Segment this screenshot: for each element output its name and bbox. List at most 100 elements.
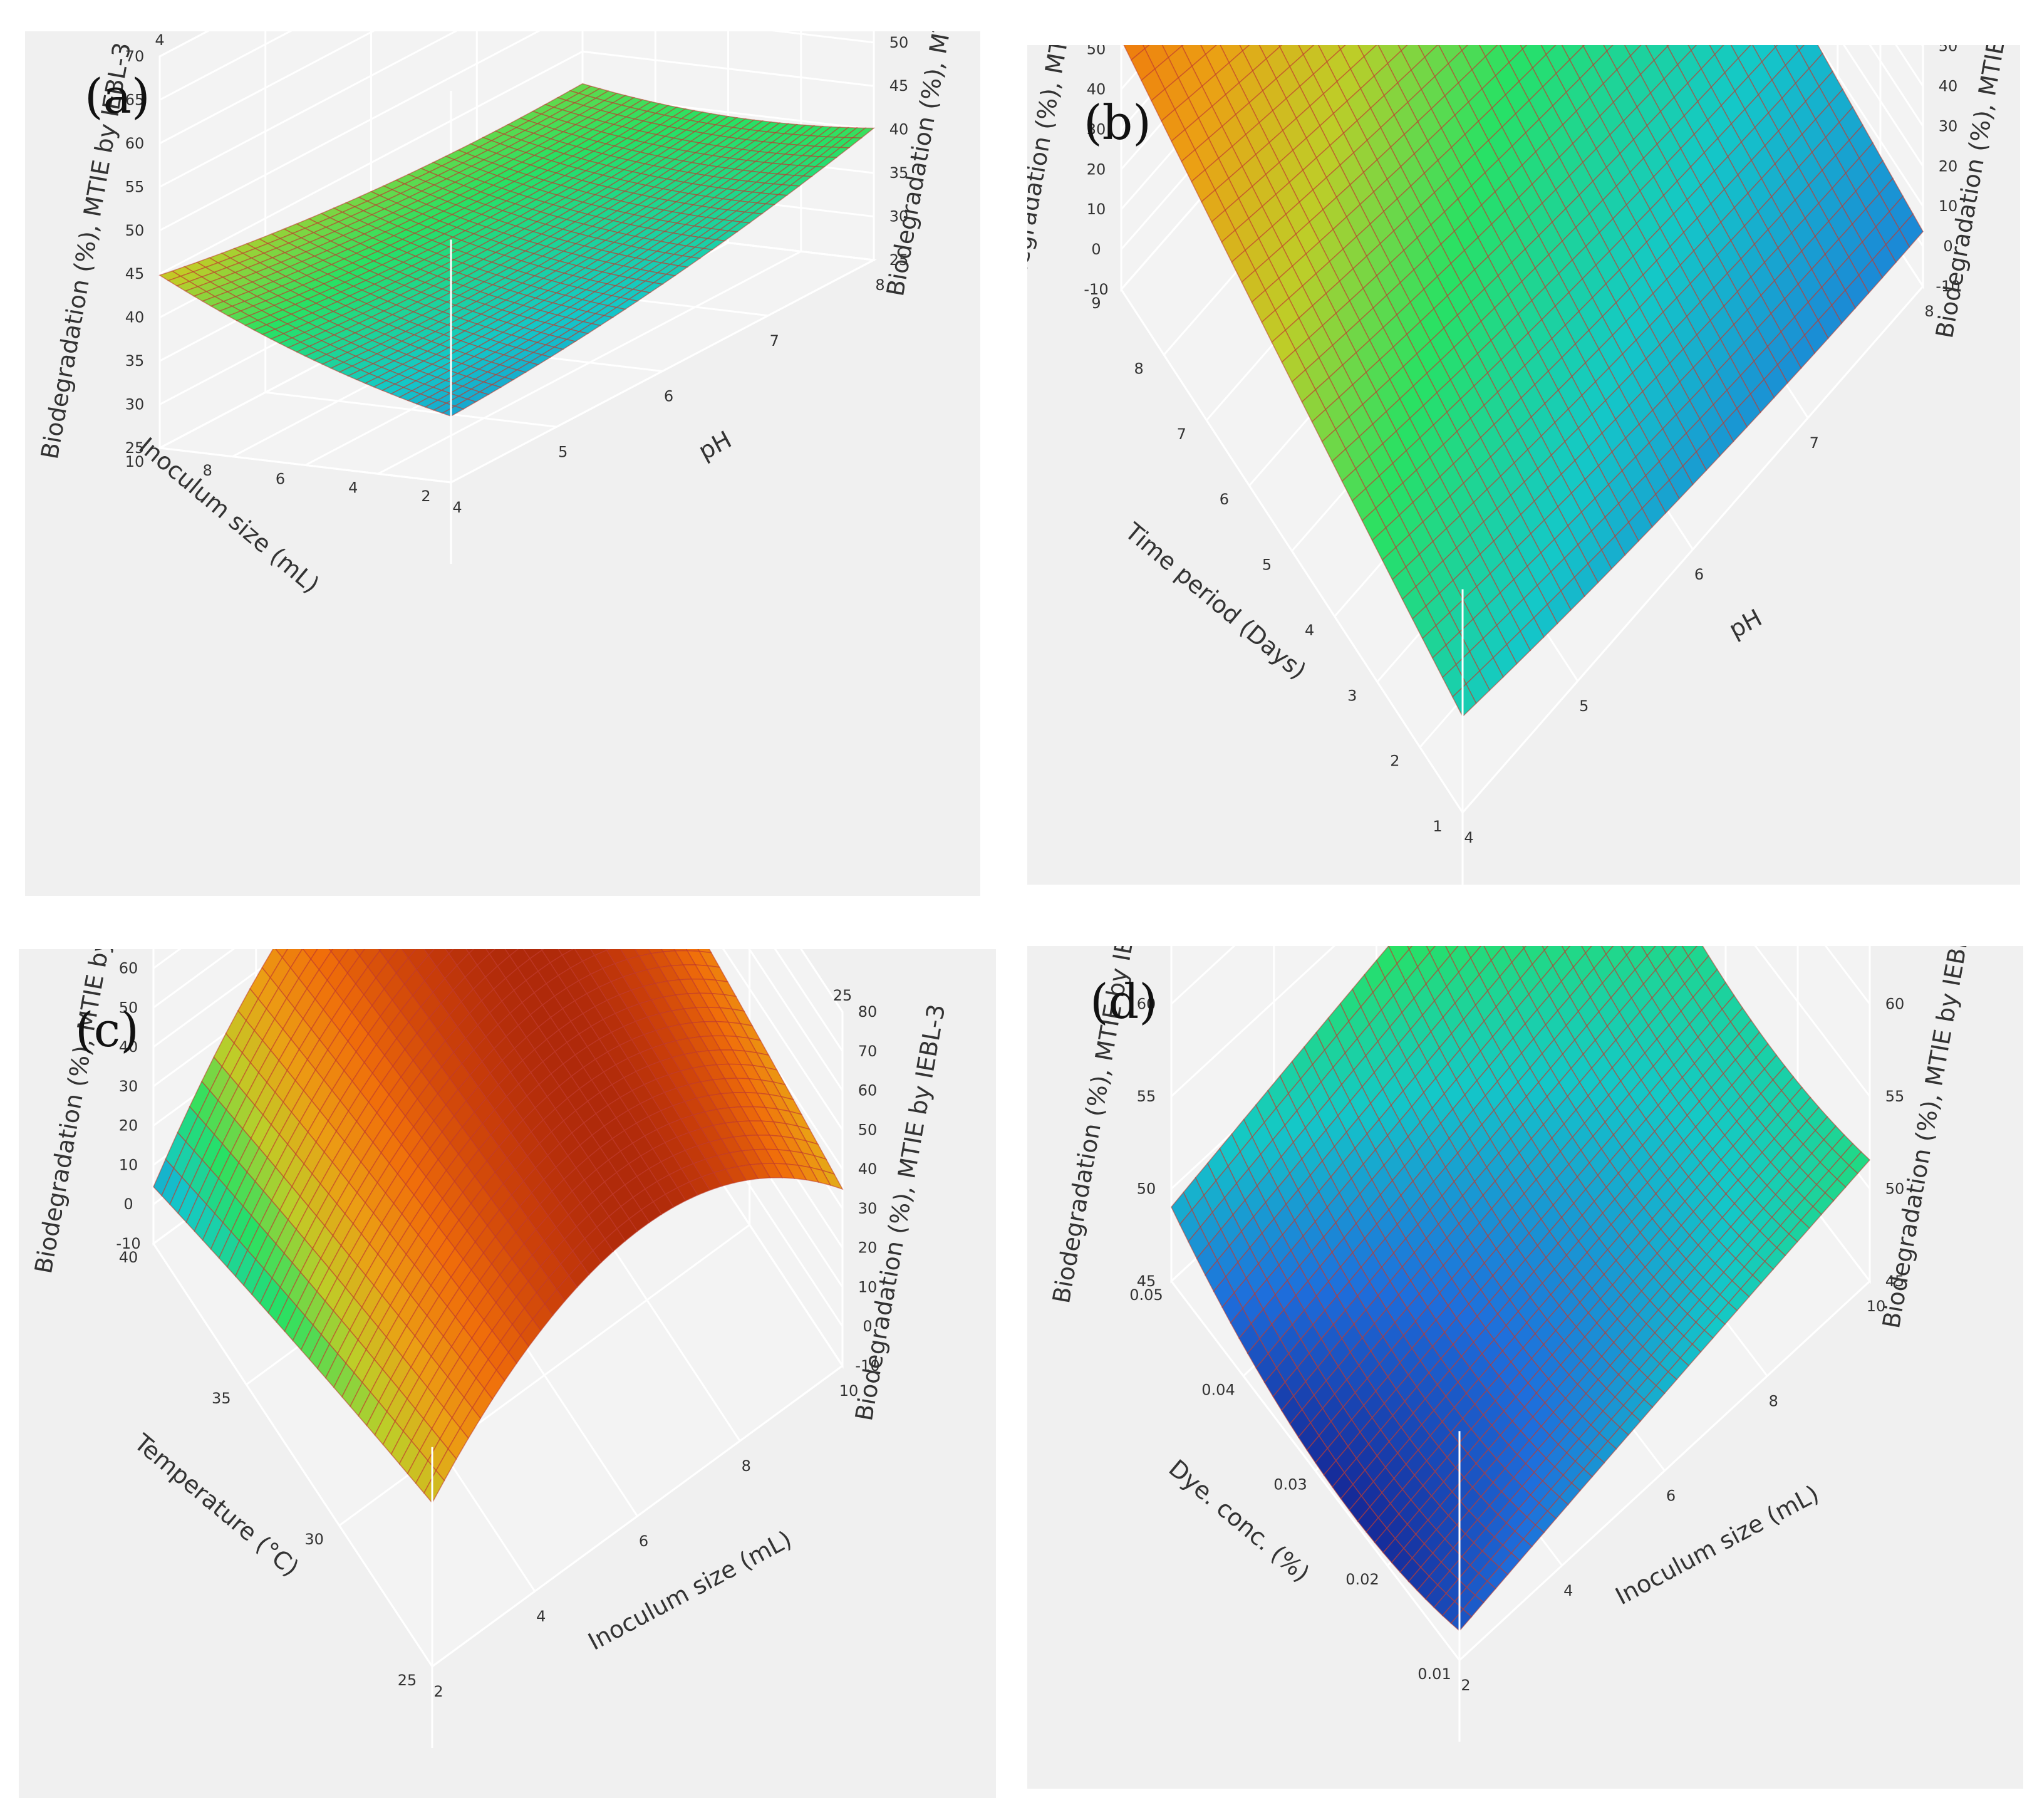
x-tick-label: 6 xyxy=(1694,566,1704,583)
z-tick-label-left: 60 xyxy=(125,135,145,152)
response-surface-b xyxy=(1123,45,1924,717)
y-tick-label: 6 xyxy=(1220,491,1229,508)
y-tick-label: 1 xyxy=(1433,818,1442,835)
x-tick-label: 8 xyxy=(1769,1392,1778,1410)
z-tick-label-left: -10 xyxy=(116,1235,140,1252)
x-tick-label: 10 xyxy=(1867,1297,1886,1315)
y-tick-label: 30 xyxy=(304,1531,324,1548)
y-tick-label: 40 xyxy=(119,1249,138,1266)
z-tick-label-right: 45 xyxy=(889,77,909,95)
x-tick-label: 6 xyxy=(1666,1487,1676,1505)
y-tick-label: 2 xyxy=(421,487,430,505)
chart-panel-b: 4455667788112233445566778899-10-10001010… xyxy=(1027,45,2020,885)
z-tick-label-left: 55 xyxy=(1137,1088,1156,1105)
z-tick-label-left: 10 xyxy=(1087,200,1106,218)
y-tick-label: 4 xyxy=(1305,621,1314,639)
z-axis-title-left: Biodegradation (%), MTIE by IEBL-3 xyxy=(29,949,130,1276)
y-tick-label-top: 25 xyxy=(833,987,853,1004)
x-tick-label: 8 xyxy=(875,276,884,294)
y-tick-label: 0.01 xyxy=(1418,1665,1451,1683)
response-surface-a xyxy=(158,83,876,417)
z-tick-label-right: 50 xyxy=(889,34,909,51)
z-tick-label-right: 40 xyxy=(889,121,909,138)
x-tick-label: 4 xyxy=(1563,1582,1573,1599)
y-tick-label: 8 xyxy=(1134,360,1143,377)
z-tick-label-left: 65 xyxy=(125,91,145,108)
z-tick-label-right: 0 xyxy=(863,1318,872,1335)
z-tick-label-right: -10 xyxy=(1936,278,1960,295)
z-tick-label-right: 35 xyxy=(889,164,909,182)
z-tick-label-left: 50 xyxy=(1087,45,1106,58)
z-tick-label-left: 55 xyxy=(125,178,145,195)
x-tick-label: 10 xyxy=(839,1382,859,1400)
z-tick-label-right: 55 xyxy=(1885,1088,1905,1105)
z-tick-label-left: 20 xyxy=(119,1117,138,1135)
y-tick-label: 35 xyxy=(212,1390,231,1407)
z-tick-label-right: 60 xyxy=(1885,996,1905,1013)
x-tick-label: 8 xyxy=(1924,303,1934,320)
z-tick-label-left: 35 xyxy=(125,352,145,370)
z-tick-label-left: 50 xyxy=(119,999,138,1016)
y-tick-label: 9 xyxy=(1091,294,1101,312)
y-tick-label: 5 xyxy=(1262,556,1272,574)
z-tick-label-right: -10 xyxy=(855,1357,879,1375)
z-tick-label-left: 45 xyxy=(1137,1272,1156,1290)
y-tick-label: 25 xyxy=(398,1672,417,1689)
z-tick-label-left: 20 xyxy=(1087,160,1106,178)
response-surface-c xyxy=(153,949,844,1504)
z-tick-label-right: 80 xyxy=(858,1003,878,1021)
surface-plot-a: 4455667788224466881010252530303535404045… xyxy=(36,31,980,598)
panel-label-d: (d) xyxy=(1090,974,1158,1029)
z-tick-label-right: 40 xyxy=(1939,78,1958,95)
z-tick-label-right: 10 xyxy=(1939,197,1958,215)
z-tick-label-left: 60 xyxy=(119,960,138,977)
z-tick-label-left: 40 xyxy=(125,309,145,326)
z-tick-label-right: 25 xyxy=(889,251,909,269)
x-tick-label: 4 xyxy=(1464,829,1473,846)
y-tick-label: 4 xyxy=(348,479,358,496)
z-tick-label-right: 20 xyxy=(858,1239,878,1257)
y-axis-title: Temperature (°C) xyxy=(128,1428,304,1582)
z-tick-label-left: 0 xyxy=(123,1195,133,1213)
z-tick-label-left: 30 xyxy=(1087,120,1106,138)
z-tick-label-right: 30 xyxy=(889,208,909,226)
surface-plot-d: 2244668810100.010.010.020.020.030.030.04… xyxy=(1047,946,1977,1742)
z-tick-label-left: -10 xyxy=(1084,281,1108,298)
y-tick-label: 0.02 xyxy=(1345,1571,1379,1588)
response-surface-d xyxy=(1171,946,1871,1632)
z-tick-label-left: 50 xyxy=(125,222,145,239)
z-tick-label-left: 0 xyxy=(1091,241,1101,258)
z-tick-label-right: 30 xyxy=(858,1200,878,1217)
y-tick-label: 0.05 xyxy=(1129,1286,1163,1304)
z-tick-label-left: 40 xyxy=(1087,81,1106,98)
z-tick-label-right: 40 xyxy=(858,1160,878,1178)
z-tick-label-left: 70 xyxy=(125,48,145,65)
y-tick-label: 8 xyxy=(203,462,212,479)
panel-label-b: (b) xyxy=(1084,95,1151,150)
surface-plot-c: 2244668810102525303035354040-10-10001010… xyxy=(29,949,950,1748)
z-tick-label-right: 10 xyxy=(858,1278,878,1296)
y-axis-title: Time period (Days) xyxy=(1119,517,1312,684)
z-tick-label-left: 40 xyxy=(119,1038,138,1056)
z-tick-label-left: 60 xyxy=(1137,996,1156,1013)
z-tick-label-left: 10 xyxy=(119,1156,138,1173)
z-tick-label-left: 30 xyxy=(119,1078,138,1095)
x-tick-label: 5 xyxy=(558,443,568,460)
z-tick-label-right: 0 xyxy=(1943,237,1952,255)
x-tick-label: 8 xyxy=(742,1457,751,1475)
z-tick-label-right: 45 xyxy=(1885,1272,1905,1290)
x-tick-label: 4 xyxy=(452,499,462,516)
z-tick-label-left: 25 xyxy=(125,439,145,457)
y-tick-label: 6 xyxy=(276,471,285,488)
panel-label-a: (a) xyxy=(85,68,150,124)
x-tick-label: 7 xyxy=(1810,434,1819,452)
x-axis-title: Inoculum size (mL) xyxy=(1611,1480,1823,1610)
z-tick-label-right: 60 xyxy=(858,1082,878,1100)
z-tick-label-right: 50 xyxy=(1885,1180,1905,1198)
x-axis-title: Inoculum size (mL) xyxy=(584,1525,796,1655)
y-tick-label: 0.03 xyxy=(1273,1476,1307,1494)
chart-panel-d: 2244668810100.010.010.020.020.030.030.04… xyxy=(1027,946,2023,1789)
panel-label-c: (c) xyxy=(75,1002,139,1058)
x-tick-label: 7 xyxy=(770,332,779,350)
x-tick-label-top: 4 xyxy=(155,31,164,49)
